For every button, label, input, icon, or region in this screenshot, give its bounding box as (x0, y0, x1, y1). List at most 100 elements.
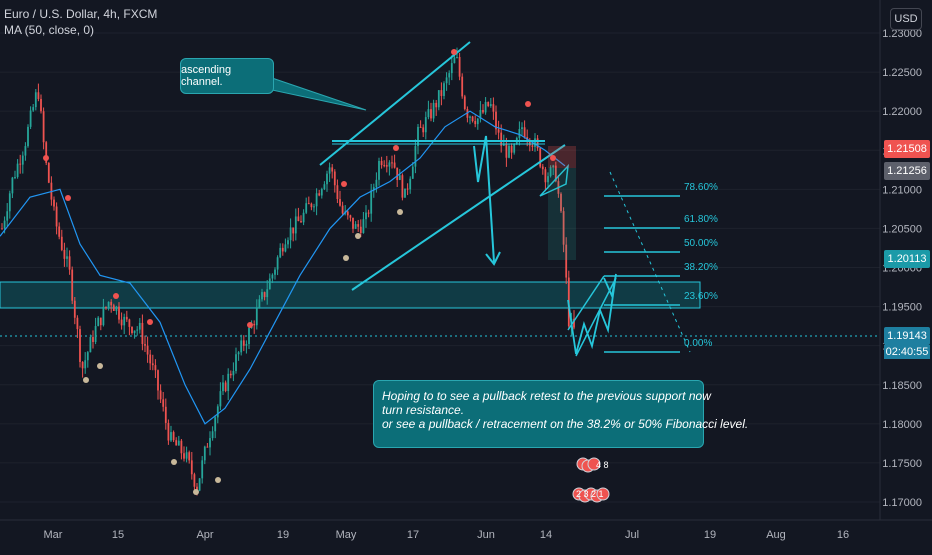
candle-body (482, 110, 484, 113)
candle-body (274, 269, 276, 275)
currency-button[interactable]: USD (890, 8, 922, 30)
candle-body (214, 417, 217, 432)
candle-body (365, 212, 367, 220)
candle-body (450, 63, 453, 74)
candle-body (469, 116, 471, 118)
pivot-dot (397, 209, 403, 215)
candle-body (81, 361, 84, 369)
candle-body (388, 162, 391, 167)
candle-body (432, 102, 435, 119)
candle-body (326, 173, 328, 185)
fib-level-label: 78.60% (684, 182, 718, 193)
candle-body (554, 165, 557, 182)
candle-body (302, 212, 305, 223)
candle-body (437, 90, 440, 108)
candle-body (3, 220, 6, 229)
channel-callout[interactable]: ascending channel. (180, 58, 274, 94)
candle-body (263, 292, 266, 298)
candle-body (276, 257, 279, 270)
candle-body (315, 193, 318, 207)
candle-body (86, 352, 89, 361)
pivot-dot (451, 49, 457, 55)
candle-body (32, 107, 35, 111)
candle-body (404, 188, 406, 198)
candle-body (188, 452, 191, 461)
candle-body (313, 206, 315, 208)
candle-body (8, 193, 11, 212)
candle-body (370, 190, 373, 214)
candle-body (443, 83, 445, 96)
candle-body (55, 206, 58, 227)
candle-body (279, 247, 282, 258)
candle-body (471, 116, 474, 122)
time-tick-label: 14 (540, 529, 552, 541)
candle-body (112, 305, 115, 311)
candle-body (487, 102, 490, 106)
note-line: turn resistance. (382, 403, 465, 417)
candle-body (190, 460, 193, 475)
pivot-dot (341, 181, 347, 187)
candle-body (206, 446, 209, 448)
ma-indicator-label[interactable]: MA (50, close, 0) (4, 23, 95, 37)
candle-body (136, 329, 139, 331)
price-tick-label: 1.17000 (882, 497, 922, 509)
candle-body (523, 127, 526, 138)
candle-body (528, 139, 531, 146)
candle-body (224, 382, 227, 392)
candle-body (123, 316, 126, 326)
candle-body (201, 460, 204, 479)
fib-level-label: 0.00% (684, 338, 712, 349)
candle-body (170, 432, 172, 441)
candle-body (510, 145, 513, 153)
candle-body (172, 432, 175, 441)
candle-body (40, 98, 42, 112)
candle-body (60, 236, 63, 250)
candle-body (34, 92, 37, 108)
candle-body (149, 354, 152, 364)
candle-body (497, 129, 500, 133)
candle-body (445, 77, 448, 84)
candle-body (544, 169, 547, 183)
position-box-red (548, 146, 576, 168)
candle-body (157, 370, 159, 391)
price-tick-label: 1.21000 (882, 184, 922, 196)
candle-body (352, 217, 354, 229)
time-tick-label: Jun (477, 529, 495, 541)
candle-body (219, 391, 222, 407)
candle-body (440, 90, 443, 96)
candle-body (261, 292, 263, 300)
candle-body (235, 354, 237, 372)
candle-body (419, 126, 422, 128)
candle-body (323, 184, 326, 190)
candle-body (242, 340, 245, 346)
candle-body (180, 440, 183, 454)
candle-body (391, 162, 393, 164)
candle-body (547, 176, 549, 183)
candle-body (354, 224, 357, 229)
fib-level-label: 61.80% (684, 214, 718, 225)
time-tick-label: May (336, 529, 357, 541)
candle-body (73, 300, 76, 318)
candle-body (125, 316, 128, 320)
candle-body (549, 167, 552, 177)
fib-level-label: 23.60% (684, 291, 718, 302)
candle-body (24, 146, 27, 156)
candle-body (162, 399, 165, 407)
candle-body (6, 211, 9, 221)
ascending-channel (319, 41, 566, 291)
candle-body (411, 166, 414, 179)
symbol-title[interactable]: Euro / U.S. Dollar, 4h, FXCM (4, 7, 158, 21)
candle-body (341, 205, 344, 214)
candle-body (227, 373, 230, 392)
candle-body (258, 299, 261, 308)
candle-body (159, 390, 162, 400)
candle-body (505, 143, 508, 158)
time-tick-label: Aug (766, 529, 786, 541)
candle-body (492, 104, 495, 112)
analysis-note-callout[interactable]: Hoping to to see a pullback retest to th… (373, 380, 748, 448)
candle-body (463, 96, 466, 110)
time-tick-label: 16 (837, 529, 849, 541)
candle-body (14, 177, 16, 179)
